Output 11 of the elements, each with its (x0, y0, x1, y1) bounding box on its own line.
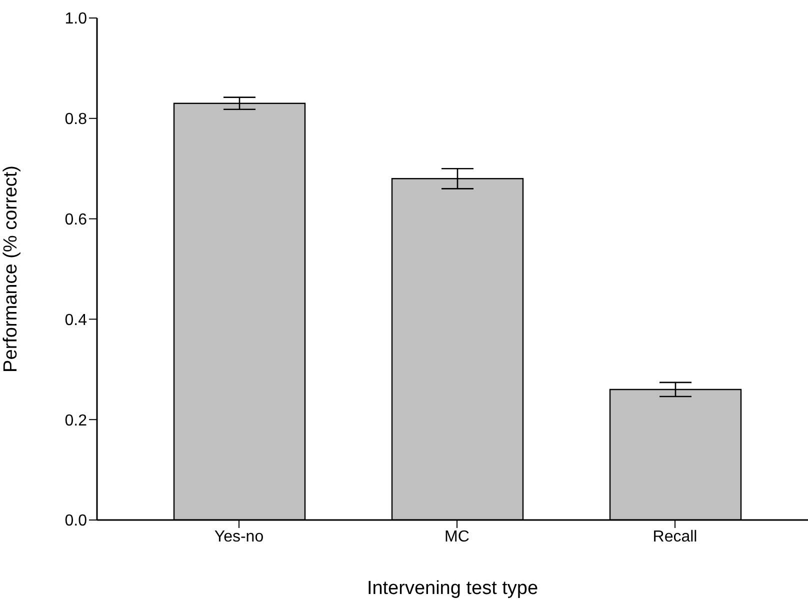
y-tick-label: 0.6 (64, 211, 88, 228)
x-tick-label: Yes-no (214, 528, 264, 546)
x-tick-label: Recall (652, 528, 698, 546)
y-tick-label: 1.0 (64, 10, 88, 28)
y-tick-label: 0.2 (64, 412, 88, 430)
x-tick-label: MC (444, 528, 470, 546)
y-tick-label: 0.0 (64, 512, 88, 530)
y-tick-label: 0.4 (64, 312, 88, 329)
y-axis-title: Performance (% correct) (0, 166, 22, 372)
y-tick-label: 0.8 (64, 111, 88, 128)
x-axis-title: Intervening test type (366, 578, 538, 599)
